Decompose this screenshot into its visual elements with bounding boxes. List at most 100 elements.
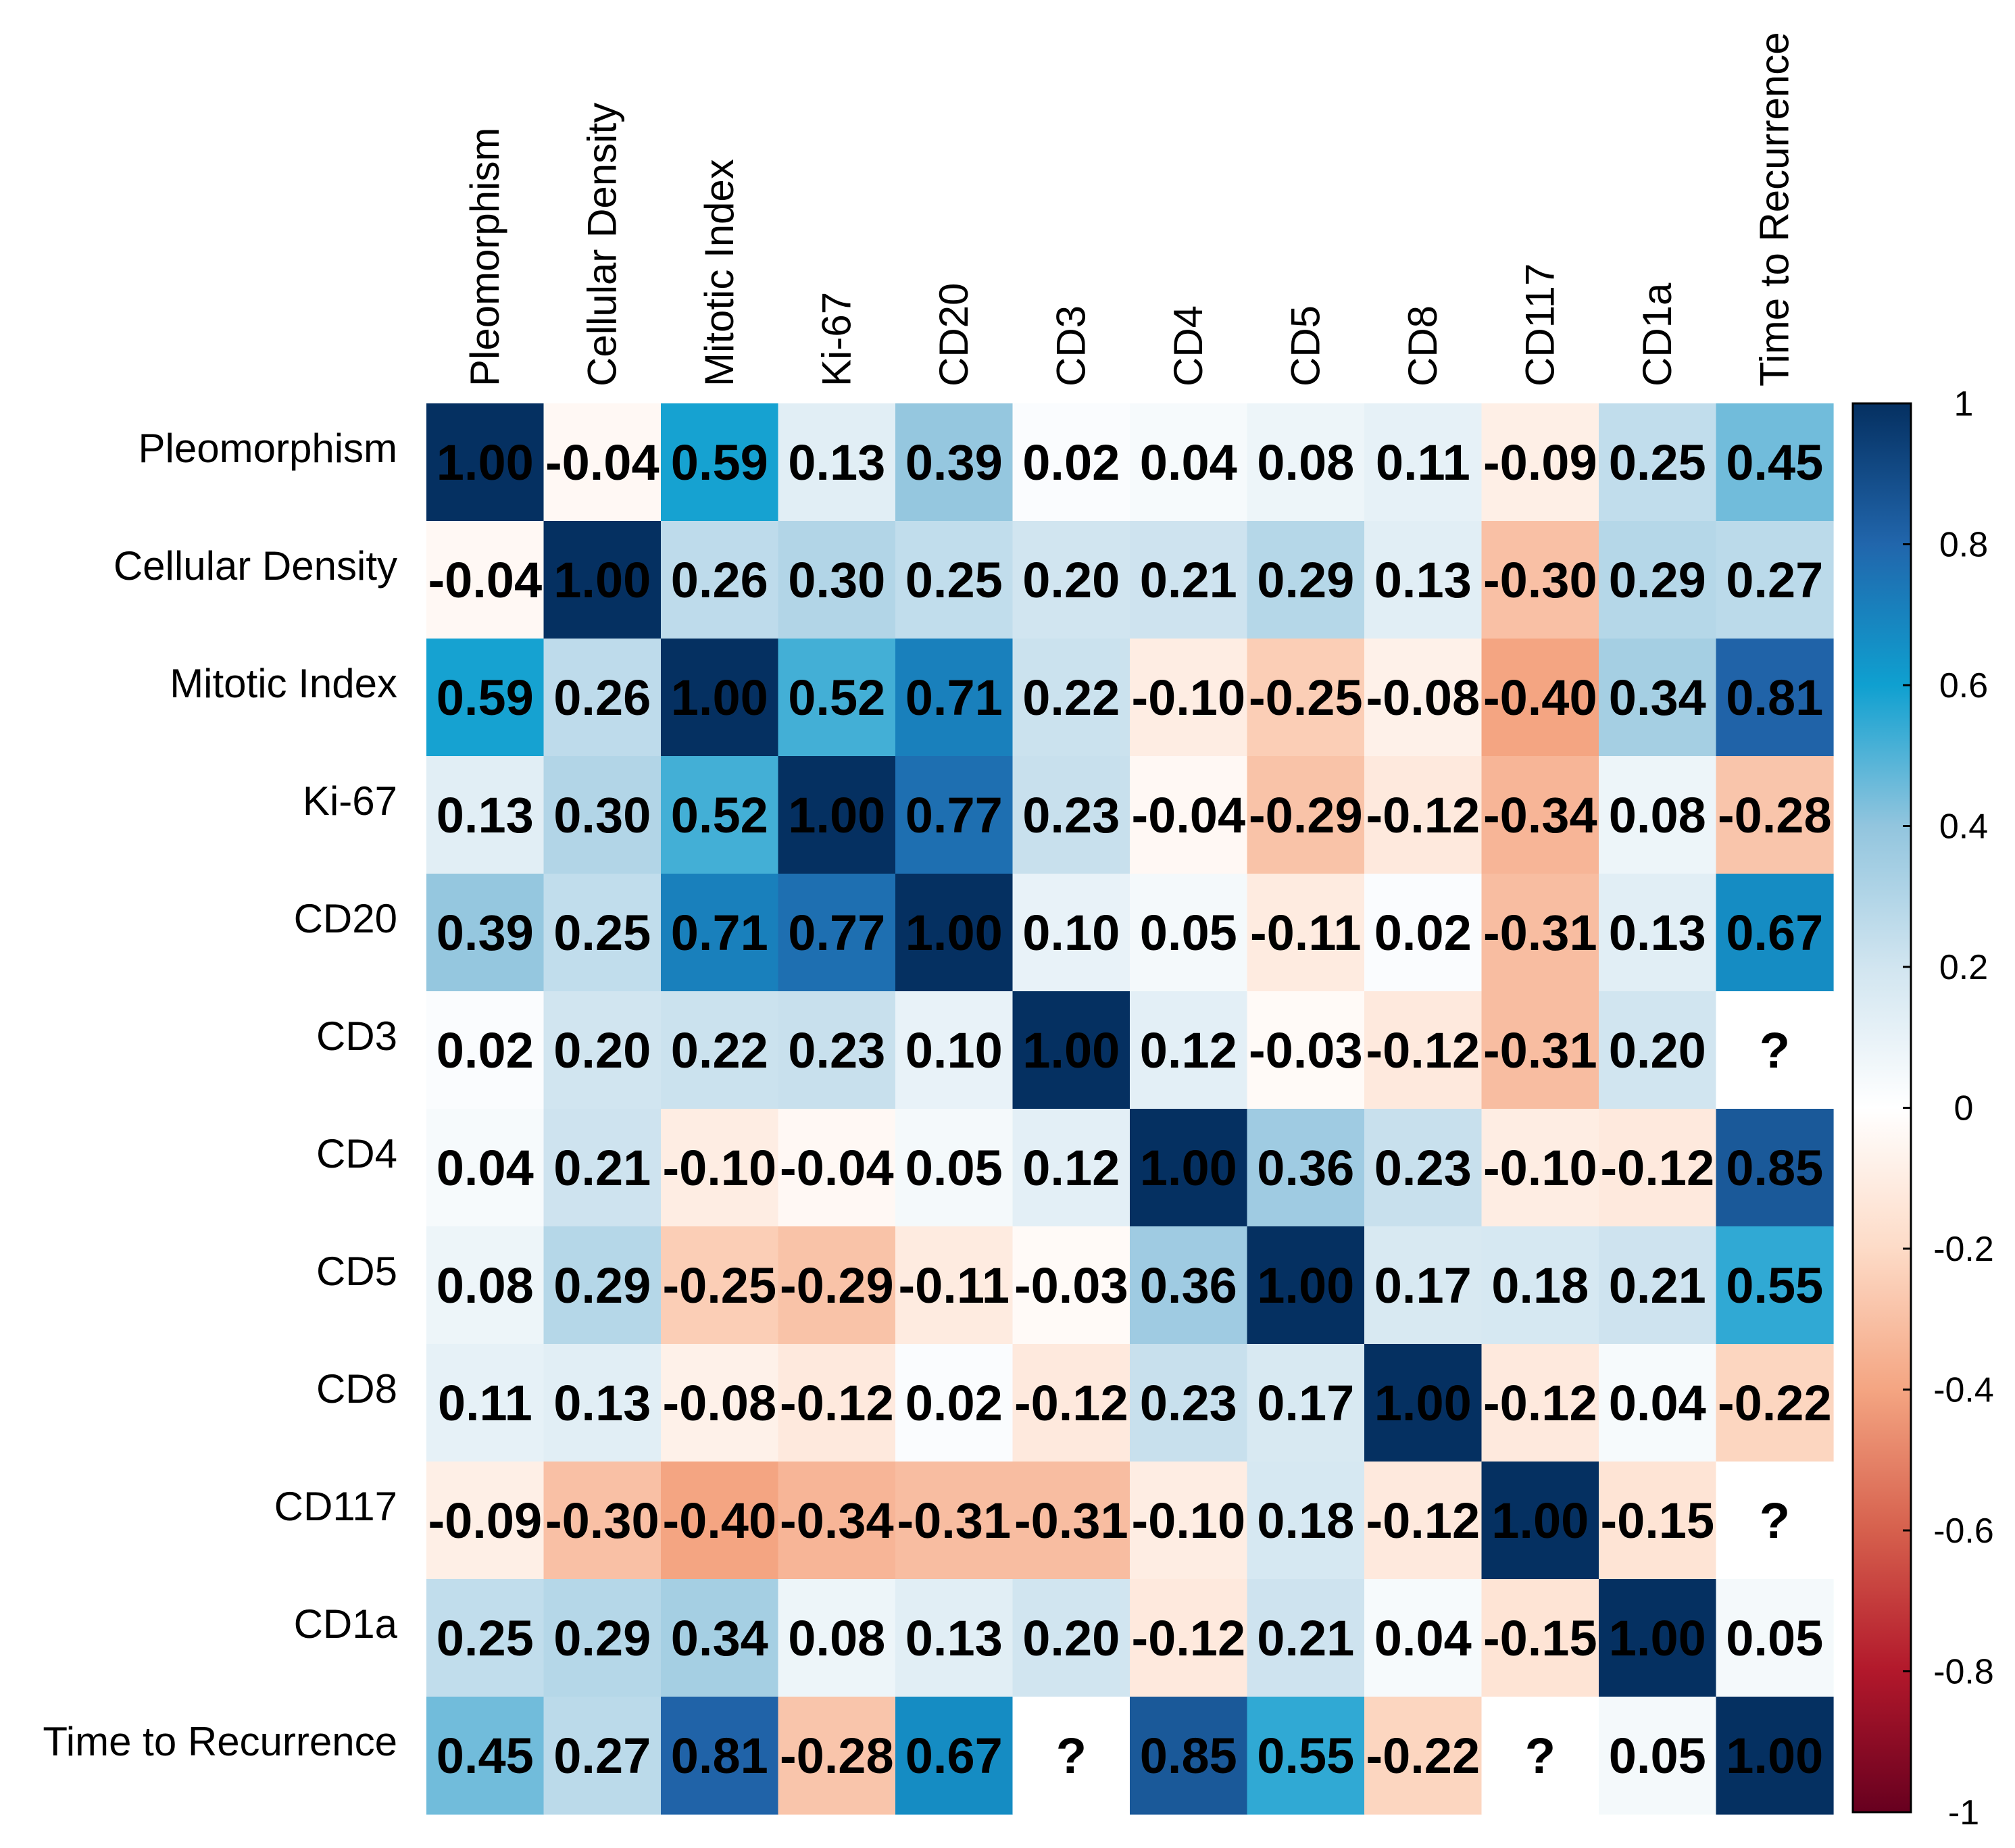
heatmap-cell-label: 1.00 [788, 787, 885, 843]
heatmap-cell-label: 0.39 [437, 905, 534, 961]
heatmap-cell-label: 0.20 [1022, 552, 1120, 608]
colorbar-tick-label: 0 [1954, 1089, 1974, 1128]
heatmap-cell [895, 756, 1014, 874]
heatmap-cell [1247, 521, 1365, 639]
heatmap-cell [778, 403, 896, 522]
heatmap-cell-label: 0.02 [905, 1375, 1003, 1431]
heatmap-cell-label: -0.31 [1014, 1493, 1128, 1549]
heatmap-cell [1364, 874, 1483, 992]
heatmap-cell-label: 0.26 [671, 552, 768, 608]
heatmap-cell-label: 0.22 [671, 1022, 768, 1078]
heatmap-cell [1364, 991, 1483, 1109]
row-label: CD4 [316, 1131, 397, 1176]
heatmap-cell-label: 0.04 [437, 1140, 534, 1196]
heatmap-cell-label: 0.22 [1022, 670, 1120, 726]
heatmap-cell [1247, 1697, 1365, 1815]
heatmap-cell [543, 1697, 662, 1815]
heatmap-cell-label: -0.30 [545, 1493, 660, 1549]
heatmap-cell [1599, 1226, 1717, 1345]
heatmap-cell [1599, 991, 1717, 1109]
heatmap-cell-label: 0.59 [437, 670, 534, 726]
heatmap-cell-label: -0.25 [1249, 670, 1363, 726]
heatmap-cell [1364, 1462, 1483, 1580]
heatmap-cell-label: -0.28 [780, 1728, 894, 1784]
heatmap-cell-label: 0.26 [553, 670, 651, 726]
heatmap-cell [1130, 756, 1248, 874]
heatmap-cell-label: -0.15 [1483, 1610, 1597, 1666]
heatmap-cell [661, 874, 779, 992]
heatmap-cell [1364, 1344, 1483, 1462]
column-label: Mitotic Index [697, 159, 742, 386]
heatmap-cell-label: 0.05 [905, 1140, 1003, 1196]
heatmap-cell [1012, 1697, 1130, 1815]
heatmap-cell [778, 1226, 896, 1345]
heatmap-cell-label: 0.52 [671, 787, 768, 843]
heatmap-cell-label: -0.12 [1366, 1493, 1480, 1549]
heatmap-cell-label: 0.11 [438, 1375, 532, 1431]
heatmap-cell-label: 0.71 [671, 905, 768, 961]
colorbar-tick-label: 1 [1954, 384, 1974, 424]
column-label: CD4 [1166, 305, 1211, 386]
heatmap-cell [1012, 874, 1130, 992]
heatmap-cell-label: -0.08 [1366, 670, 1480, 726]
heatmap-cell [543, 1109, 662, 1227]
heatmap-cell [426, 874, 545, 992]
heatmap-cell [1716, 1462, 1834, 1580]
colorbar-tick-label: -1 [1948, 1793, 1979, 1832]
heatmap-cell [1364, 1109, 1483, 1227]
heatmap-cell [1716, 1226, 1834, 1345]
heatmap-cell-label: -0.11 [1250, 905, 1362, 961]
heatmap-cell-label: -0.31 [1483, 1022, 1597, 1078]
heatmap-cell [1012, 1344, 1130, 1462]
heatmap-cell [1716, 403, 1834, 522]
heatmap-cell-label: -0.10 [1131, 670, 1245, 726]
heatmap-cell [1599, 1344, 1717, 1462]
heatmap-cell [1130, 639, 1248, 757]
heatmap-cell-label: -0.30 [1483, 552, 1597, 608]
row-label: Time to Recurrence [43, 1719, 397, 1764]
heatmap-cell [895, 991, 1014, 1109]
heatmap-cell [895, 1344, 1014, 1462]
heatmap-cell-label: 0.23 [1140, 1375, 1237, 1431]
heatmap-cell-label: 1.00 [1726, 1728, 1823, 1784]
heatmap-cell [895, 1462, 1014, 1580]
heatmap-cell [1716, 756, 1834, 874]
heatmap-cell [543, 1344, 662, 1462]
heatmap-cell [1364, 756, 1483, 874]
heatmap-cell [1012, 639, 1130, 757]
heatmap-cell [1364, 403, 1483, 522]
heatmap-cell [1481, 756, 1599, 874]
heatmap-cell-label: 0.18 [1257, 1493, 1354, 1549]
heatmap-cell [1599, 874, 1717, 992]
heatmap-cell-label: 1.00 [1609, 1610, 1706, 1666]
column-label: CD1a [1635, 282, 1680, 386]
heatmap-cell-label: -0.10 [662, 1140, 776, 1196]
heatmap-cell [1130, 521, 1248, 639]
colorbar-gradient [1851, 402, 1912, 1814]
heatmap-cell-label: 0.13 [437, 787, 534, 843]
heatmap-cell [426, 639, 545, 757]
heatmap-cell-label: 0.04 [1140, 434, 1237, 491]
heatmap-cell [895, 1579, 1014, 1697]
heatmap-cell-label: -0.11 [899, 1257, 1010, 1314]
heatmap-cell-label: 0.12 [1140, 1022, 1237, 1078]
heatmap-cell [778, 521, 896, 639]
heatmap-cell [1130, 1462, 1248, 1580]
heatmap-cell [1481, 1344, 1599, 1462]
heatmap-cell-label: 0.08 [437, 1257, 534, 1314]
heatmap-cell-label: 0.08 [788, 1610, 885, 1666]
heatmap-cell-label: 0.34 [1609, 670, 1706, 726]
heatmap-cell-label: 0.71 [905, 670, 1003, 726]
heatmap-cell [778, 639, 896, 757]
heatmap-cell [1247, 403, 1365, 522]
heatmap-cell-label: -0.29 [1249, 787, 1363, 843]
heatmap-cell [543, 1579, 662, 1697]
row-label: CD5 [316, 1249, 397, 1294]
heatmap-cell [1012, 1109, 1130, 1227]
heatmap-cell-label: 1.00 [1140, 1140, 1237, 1196]
row-label: Ki-67 [303, 778, 397, 824]
heatmap-cell [661, 403, 779, 522]
heatmap-cell [543, 874, 662, 992]
column-label: CD117 [1517, 264, 1562, 386]
row-label: CD117 [274, 1484, 397, 1529]
